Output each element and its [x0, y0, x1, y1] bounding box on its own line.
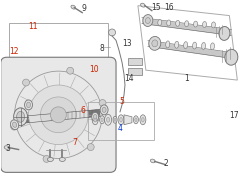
Circle shape — [67, 67, 74, 74]
Ellipse shape — [27, 102, 30, 108]
Ellipse shape — [143, 15, 153, 26]
Ellipse shape — [100, 105, 108, 115]
Ellipse shape — [14, 108, 28, 126]
Ellipse shape — [59, 158, 65, 161]
Ellipse shape — [120, 118, 122, 122]
Circle shape — [29, 85, 88, 145]
Bar — [9, 22, 108, 100]
FancyBboxPatch shape — [1, 57, 116, 172]
Text: 7: 7 — [72, 138, 77, 147]
Circle shape — [87, 144, 94, 150]
Bar — [128, 58, 142, 65]
Circle shape — [43, 155, 50, 162]
Ellipse shape — [105, 114, 112, 125]
Text: 11: 11 — [29, 22, 38, 31]
Ellipse shape — [107, 117, 110, 122]
Ellipse shape — [145, 18, 150, 24]
Text: 8: 8 — [99, 44, 104, 53]
Text: 9: 9 — [82, 4, 87, 13]
Ellipse shape — [142, 118, 144, 122]
Ellipse shape — [193, 21, 198, 27]
Text: 6: 6 — [81, 106, 86, 115]
Ellipse shape — [152, 40, 158, 47]
Ellipse shape — [167, 20, 171, 26]
Ellipse shape — [185, 21, 189, 27]
Text: 2: 2 — [163, 159, 168, 168]
Text: 1: 1 — [184, 74, 189, 83]
Ellipse shape — [100, 116, 105, 124]
Ellipse shape — [10, 120, 19, 130]
Circle shape — [11, 123, 18, 130]
Ellipse shape — [158, 20, 162, 26]
Ellipse shape — [135, 118, 137, 122]
Text: 3: 3 — [5, 143, 10, 152]
Text: 17: 17 — [229, 111, 238, 120]
Text: 10: 10 — [89, 65, 99, 74]
Text: 16: 16 — [164, 3, 174, 12]
Ellipse shape — [219, 26, 230, 40]
Ellipse shape — [184, 42, 188, 49]
Ellipse shape — [202, 42, 205, 49]
Ellipse shape — [102, 107, 106, 112]
Ellipse shape — [118, 115, 124, 125]
Ellipse shape — [113, 116, 117, 123]
Ellipse shape — [114, 118, 116, 121]
Polygon shape — [124, 115, 132, 125]
Circle shape — [41, 97, 76, 133]
Text: 13: 13 — [122, 39, 132, 48]
Circle shape — [51, 107, 66, 123]
Ellipse shape — [193, 42, 197, 49]
Ellipse shape — [141, 3, 145, 7]
Ellipse shape — [166, 41, 170, 48]
Text: 14: 14 — [124, 74, 134, 83]
Ellipse shape — [71, 5, 76, 9]
Ellipse shape — [101, 118, 103, 122]
Ellipse shape — [211, 43, 214, 50]
Ellipse shape — [149, 36, 161, 50]
Circle shape — [99, 100, 106, 106]
Text: 15: 15 — [151, 3, 161, 12]
Ellipse shape — [203, 22, 206, 28]
Ellipse shape — [25, 100, 32, 110]
Ellipse shape — [225, 49, 238, 65]
Text: 12: 12 — [9, 47, 19, 56]
Ellipse shape — [12, 122, 17, 127]
Bar — [88, 102, 154, 140]
Text: 5: 5 — [120, 97, 124, 106]
Ellipse shape — [93, 114, 97, 119]
Ellipse shape — [140, 115, 146, 125]
Ellipse shape — [92, 112, 99, 121]
Ellipse shape — [133, 116, 138, 124]
Ellipse shape — [212, 22, 215, 28]
Text: 4: 4 — [117, 124, 122, 133]
Ellipse shape — [17, 111, 25, 122]
Ellipse shape — [176, 20, 180, 26]
Circle shape — [109, 29, 116, 36]
Ellipse shape — [150, 159, 155, 163]
Ellipse shape — [92, 115, 98, 125]
Ellipse shape — [175, 41, 179, 48]
Circle shape — [22, 79, 30, 86]
Ellipse shape — [94, 118, 96, 122]
Ellipse shape — [4, 146, 9, 149]
Bar — [128, 68, 142, 75]
Ellipse shape — [47, 158, 53, 161]
